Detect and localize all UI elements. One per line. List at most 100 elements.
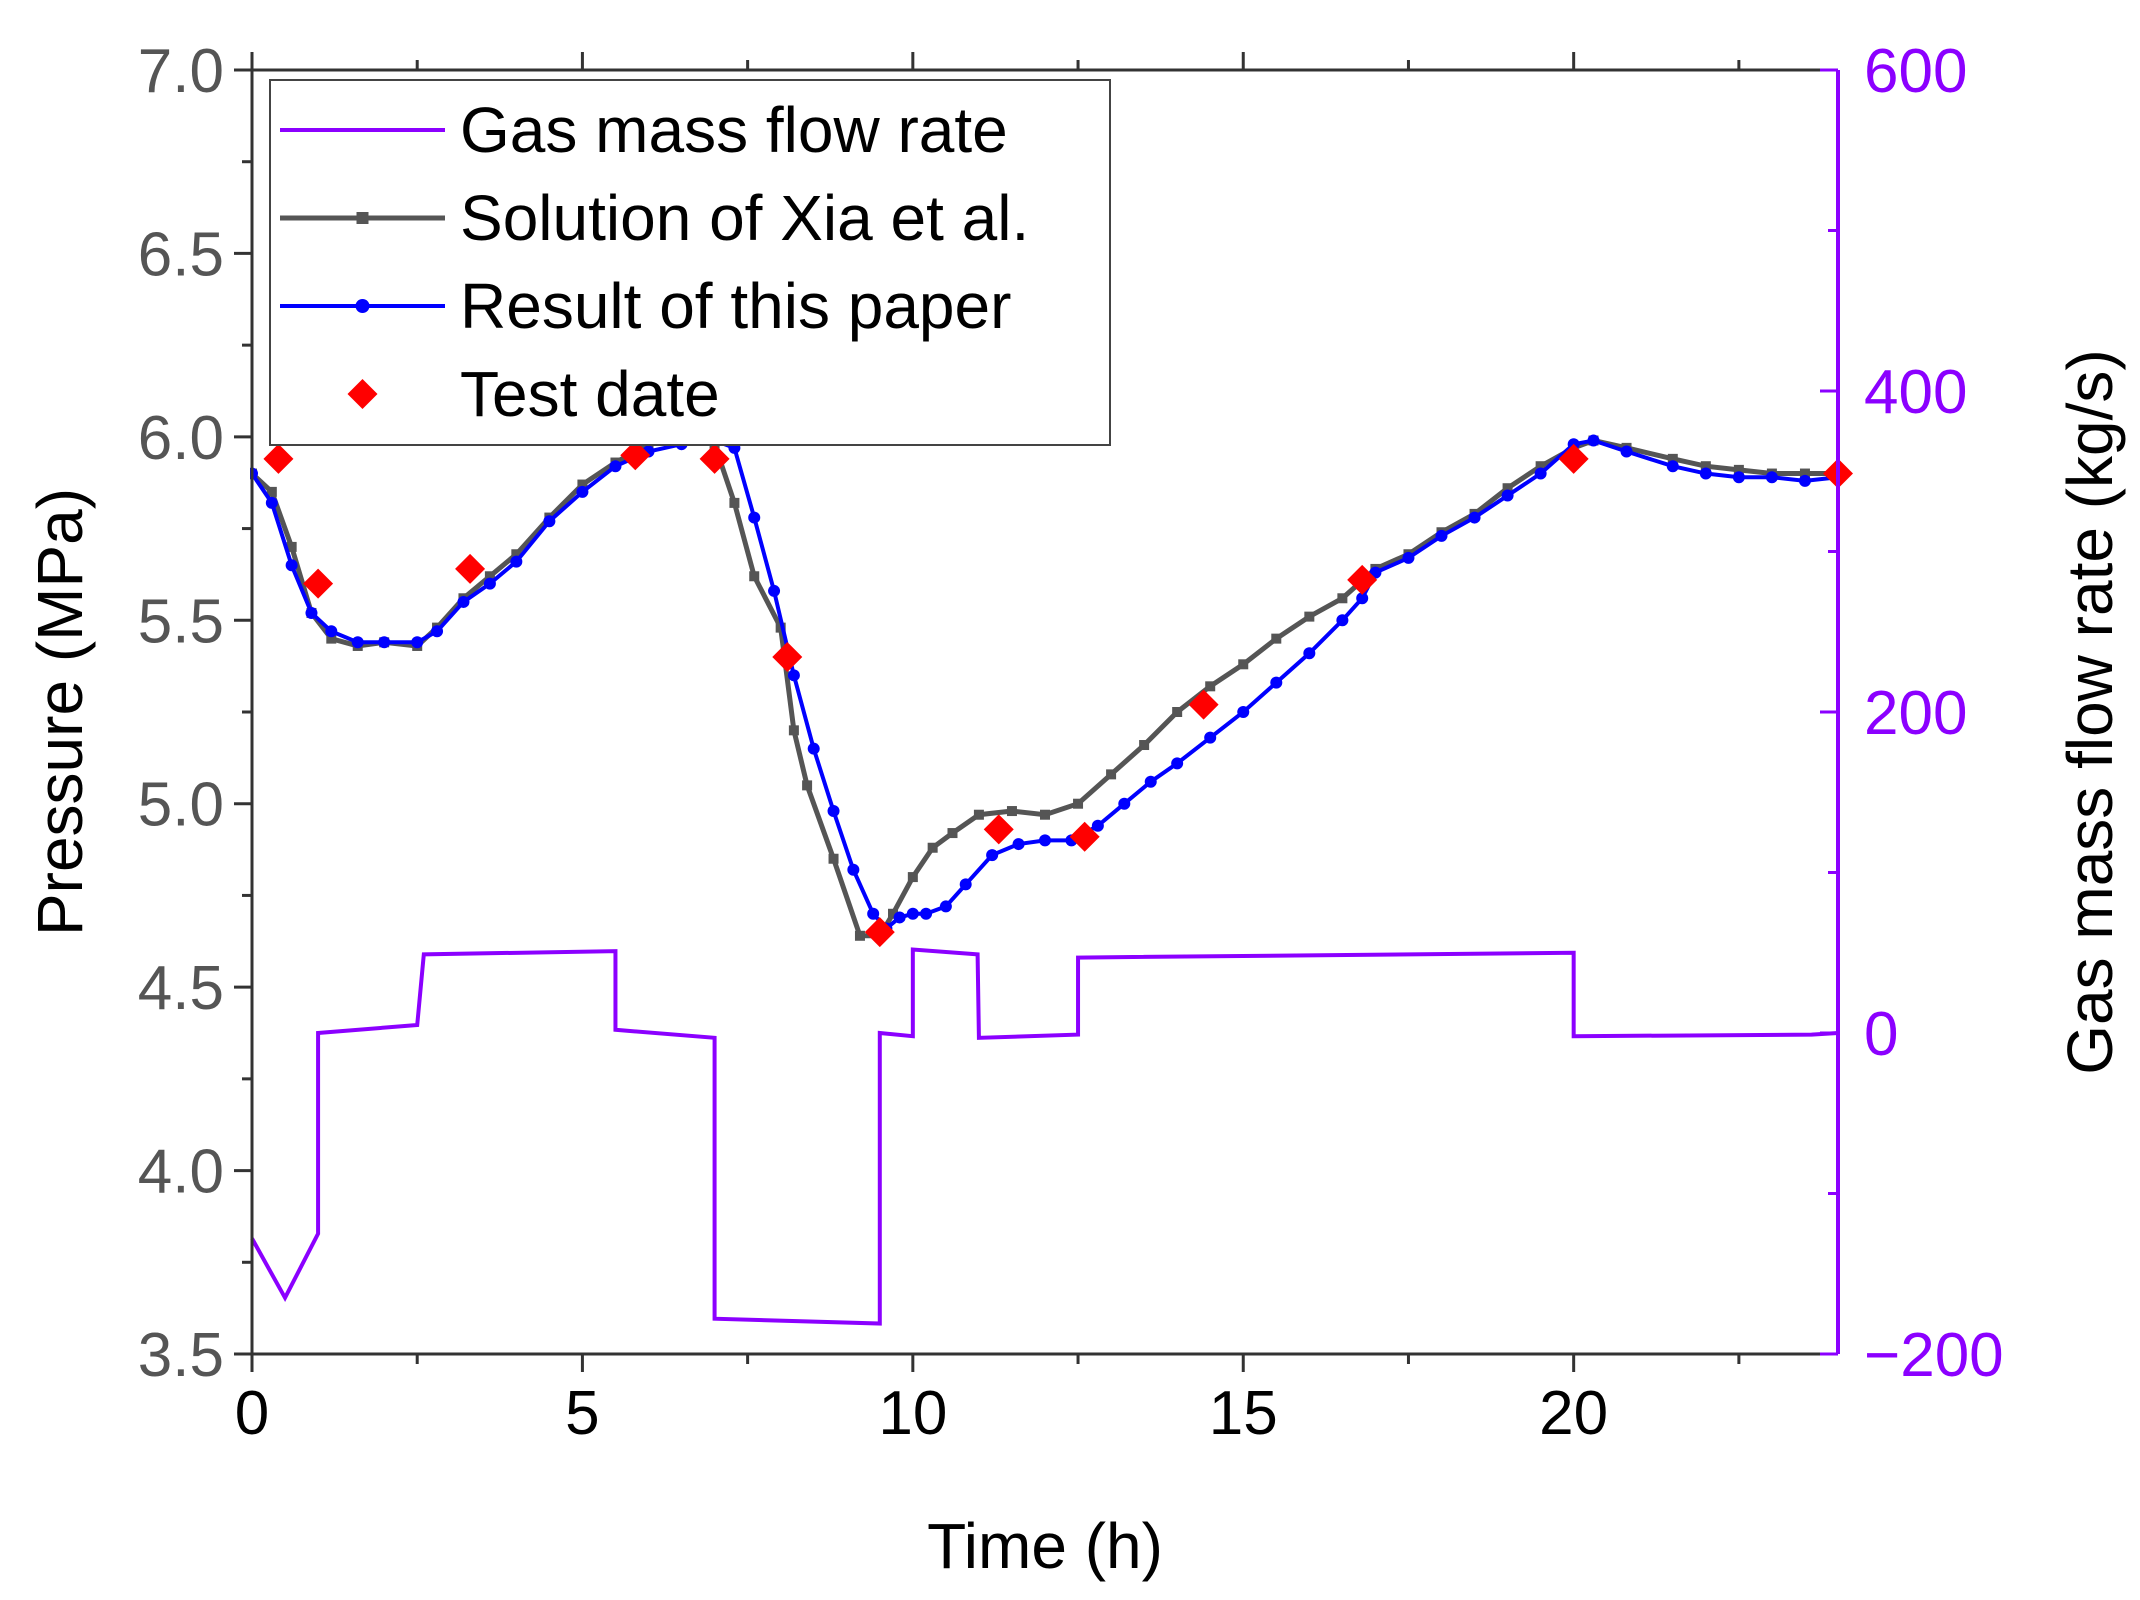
- xia-marker-18: [729, 497, 740, 508]
- test-marker-9: [1188, 689, 1219, 720]
- y-tick-label: 5.0: [138, 771, 224, 840]
- xia-marker-38: [1238, 659, 1249, 670]
- paper-marker-7: [411, 636, 424, 649]
- paper-marker-31: [959, 878, 972, 891]
- legend-item-2: Result of this paper: [280, 270, 1011, 342]
- paper-marker-42: [1270, 676, 1283, 689]
- paper-marker-27: [893, 911, 906, 924]
- xia-marker-26: [888, 908, 899, 919]
- paper-marker-39: [1171, 757, 1184, 770]
- legend-label: Test date: [460, 358, 720, 430]
- paper-marker-20: [768, 584, 781, 597]
- paper-marker-48: [1435, 529, 1448, 542]
- x-tick-label: 10: [878, 1379, 947, 1448]
- xia-marker-1: [266, 486, 277, 497]
- legend-box: [269, 79, 1111, 446]
- paper-marker-13: [576, 485, 589, 498]
- xia-marker-32: [1040, 809, 1050, 820]
- test-marker-8: [1069, 821, 1100, 852]
- legend-swatch-paper-marker: [355, 299, 370, 313]
- paper-marker-49: [1468, 511, 1481, 524]
- paper-marker-47: [1402, 551, 1415, 564]
- xia-marker-39: [1271, 633, 1282, 644]
- paper-marker-3: [305, 606, 318, 619]
- paper-marker-4: [325, 625, 338, 638]
- xia-marker-37: [1205, 681, 1216, 692]
- x-axis-title: Time (h): [927, 1510, 1163, 1582]
- xia-marker-30: [973, 809, 984, 820]
- xia-marker-19: [749, 571, 760, 582]
- paper-marker-12: [543, 515, 556, 528]
- y2-axis-title: Gas mass flow rate (kg/s): [2054, 349, 2126, 1075]
- xia-marker-23: [828, 853, 839, 864]
- xia-marker-33: [1073, 798, 1084, 809]
- test-marker-6: [864, 917, 895, 948]
- xia-marker-36: [1172, 707, 1183, 717]
- legend-label: Solution of Xia et al.: [460, 182, 1029, 254]
- paper-marker-8: [431, 625, 444, 638]
- paper-marker-24: [847, 863, 860, 876]
- xia-marker-28: [927, 842, 938, 853]
- xia-marker-21: [788, 725, 799, 736]
- x-tick-label: 15: [1209, 1379, 1278, 1448]
- test-marker-1: [303, 568, 334, 599]
- test-marker-3: [620, 440, 651, 471]
- paper-marker-58: [1765, 471, 1778, 484]
- paper-marker-59: [1798, 474, 1811, 487]
- axes: 0 5 10 15 20 3.5 4.0 4.5 5.0 5.5 6.0 6.5 7.0 −200 0 200…: [138, 37, 2004, 1448]
- paper-marker-51: [1534, 467, 1547, 480]
- xia-marker-27: [907, 872, 918, 883]
- legend-item-1: Solution of Xia et al.: [280, 182, 1029, 254]
- paper-marker-53: [1587, 434, 1600, 447]
- xia-marker-22: [802, 780, 813, 791]
- test-marker-11: [1558, 443, 1589, 474]
- paper-marker-10: [483, 577, 496, 590]
- xia-marker-24: [854, 930, 865, 941]
- xia-marker-35: [1139, 740, 1150, 751]
- test-marker-10: [1347, 564, 1378, 595]
- paper-marker-1: [265, 496, 278, 509]
- paper-marker-5: [351, 636, 364, 649]
- paper-marker-37: [1118, 797, 1131, 810]
- xia-marker-52: [1700, 461, 1711, 472]
- xia-marker-41: [1337, 593, 1348, 604]
- paper-marker-6: [378, 636, 391, 649]
- xia-marker-53: [1733, 464, 1744, 475]
- paper-marker-36: [1091, 819, 1104, 832]
- xia-marker-2: [286, 541, 297, 552]
- y2-tick-label: −200: [1864, 1321, 2004, 1390]
- y-tick-label: 7.0: [138, 37, 224, 106]
- y2-tick-label: 200: [1864, 679, 1967, 748]
- paper-marker-11: [510, 555, 523, 568]
- series-2: [250, 434, 1844, 935]
- xia-marker-13: [577, 479, 588, 490]
- y-tick-label: 4.0: [138, 1138, 224, 1207]
- test-marker-0: [263, 443, 294, 474]
- test-marker-7: [983, 814, 1014, 845]
- paper-marker-41: [1237, 706, 1250, 718]
- paper-marker-28: [906, 907, 919, 920]
- series-3: [263, 440, 1853, 948]
- paper-marker-30: [939, 900, 952, 913]
- y-tick-label: 6.0: [138, 404, 224, 473]
- test-marker-5: [772, 641, 803, 672]
- x-tick-label: 5: [565, 1379, 599, 1448]
- paper-marker-19: [748, 511, 761, 524]
- paper-marker-23: [827, 805, 840, 818]
- paper-marker-34: [1039, 834, 1051, 847]
- paper-marker-25: [867, 907, 880, 920]
- paper-marker-33: [1012, 838, 1025, 851]
- paper-marker-43: [1303, 647, 1316, 660]
- y-tick-label: 4.5: [138, 954, 224, 1023]
- xia-marker-51: [1667, 453, 1678, 464]
- y-tick-label: 3.5: [138, 1321, 224, 1390]
- x-tick-label: 0: [235, 1379, 269, 1448]
- y2-tick-label: 0: [1864, 1000, 1898, 1069]
- xia-marker-47: [1535, 461, 1546, 472]
- paper-marker-14: [609, 460, 622, 473]
- y-axis-title: Pressure (MPa): [24, 488, 96, 936]
- paper-marker-54: [1620, 445, 1633, 458]
- xia-marker-10: [484, 571, 495, 582]
- xia-marker-31: [1006, 806, 1017, 817]
- paper-marker-57: [1732, 471, 1745, 484]
